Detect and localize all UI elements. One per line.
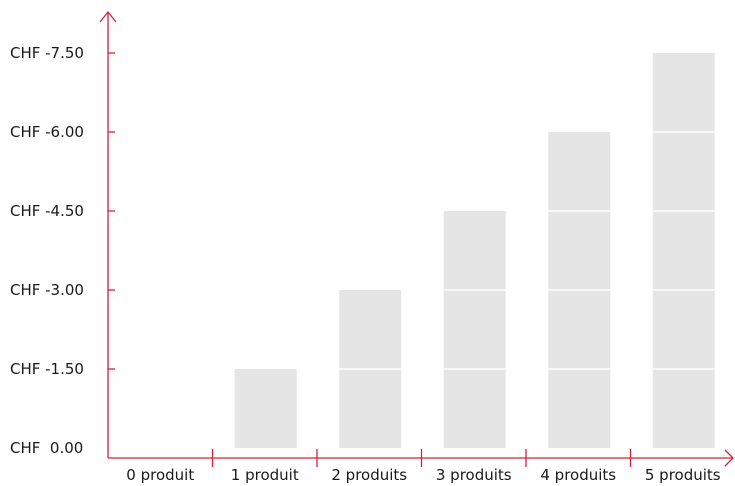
y-axis-ticks: CHF 0.00 CHF -1.50 CHF -3.00 CHF -4.50 CHF -… <box>10 44 115 457</box>
y-tick-label: CHF -3.00 <box>10 281 84 299</box>
x-tick-label: 1 produit <box>231 466 299 484</box>
y-tick-label: CHF -7.50 <box>10 44 84 62</box>
x-tick-label: 4 produits <box>540 466 616 484</box>
bar-3-produits <box>443 211 506 448</box>
x-tick-label: 0 produit <box>126 466 194 484</box>
y-tick-label: CHF 0.00 <box>10 439 83 457</box>
y-tick-label: CHF -1.50 <box>10 360 84 378</box>
x-tick-label: 5 produits <box>645 466 721 484</box>
bar-1-produit <box>234 369 297 448</box>
y-axis-arrow-icon <box>99 10 117 23</box>
x-axis-ticks: 0 produit 1 produit 2 produits 3 produits 4 … <box>126 449 721 484</box>
bar-5-produits <box>652 53 715 448</box>
y-tick-label: CHF -4.50 <box>10 202 84 220</box>
x-axis-arrow-icon <box>724 449 734 467</box>
y-tick-label: CHF -6.00 <box>10 123 84 141</box>
x-tick-label: 3 produits <box>436 466 512 484</box>
bars-group <box>234 53 715 448</box>
x-tick-label: 2 produits <box>331 466 407 484</box>
axes-group <box>99 10 734 467</box>
